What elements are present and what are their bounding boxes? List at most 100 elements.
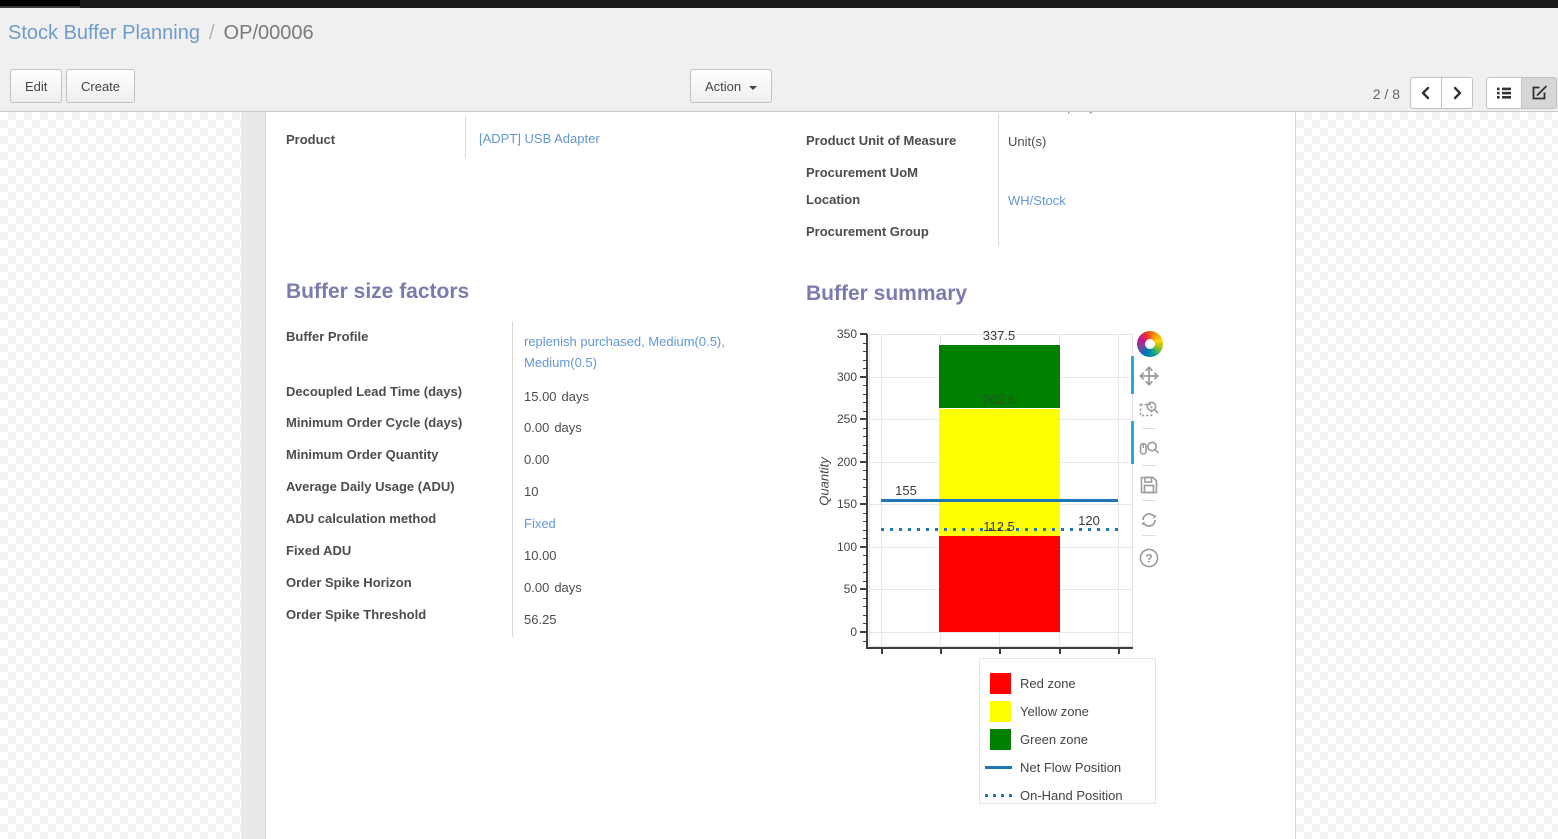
y-axis-tick-label: 100	[836, 539, 857, 554]
legend-swatch	[990, 700, 1011, 722]
y-axis-minor-tick	[863, 470, 867, 472]
field-value: 0.00	[524, 452, 550, 467]
active-tool-indicator	[1131, 421, 1134, 464]
form-view-icon	[1532, 85, 1547, 100]
field-label: ADU calculation method	[286, 511, 437, 526]
field-label: Fixed ADU	[286, 543, 352, 558]
gridline	[1118, 334, 1119, 647]
field-label: Product	[286, 132, 336, 147]
y-axis-major-tick	[860, 418, 867, 421]
y-axis-minor-tick	[863, 572, 867, 574]
reset-icon[interactable]	[1138, 509, 1160, 531]
field-label: Procurement UoM	[806, 165, 918, 180]
pager-buttons	[1410, 77, 1473, 109]
action-button[interactable]: Action	[690, 69, 773, 103]
zone-value-label: 262.5	[982, 391, 1016, 407]
y-axis-major-tick	[860, 333, 867, 335]
section-title-buffer-size-factors: Buffer size factors	[286, 280, 470, 303]
create-button[interactable]: Create	[66, 69, 136, 103]
previous-page-button[interactable]	[1410, 77, 1442, 109]
y-axis-tick-label: 250	[836, 412, 857, 427]
legend-item: On-Hand Position	[980, 781, 1155, 809]
save-icon[interactable]	[1138, 474, 1160, 496]
chevron-right-icon	[1453, 86, 1462, 100]
legend-label: Green zone	[1020, 731, 1088, 747]
divider	[512, 322, 513, 637]
breadcrumb-separator: /	[208, 22, 215, 44]
form-sheet: Product [ADPT] USB Adapter Main Company …	[265, 112, 1296, 839]
y-axis-major-tick	[860, 545, 867, 548]
y-axis-tick-label: 300	[836, 369, 857, 384]
control-panel: Stock Buffer Planning / OP/00006 Edit Crea…	[0, 8, 1558, 112]
field-value: 10.00	[524, 548, 557, 563]
field-value: 56.25	[524, 612, 557, 627]
net-flow-position-line	[881, 498, 1118, 502]
y-axis-minor-tick	[863, 495, 867, 497]
form-view-button[interactable]	[1521, 77, 1557, 109]
chevron-left-icon	[1421, 86, 1430, 100]
sheet-left-gutter	[241, 112, 265, 839]
zone-bar-yellow-zone	[939, 408, 1060, 537]
field-unit: days	[561, 389, 590, 404]
y-axis-minor-tick	[863, 427, 867, 429]
field-link[interactable]: replenish purchased, Medium(0.5), Medium…	[524, 334, 725, 370]
y-axis-minor-tick	[863, 597, 867, 599]
field-unit: days	[554, 420, 582, 435]
legend-label: Yellow zone	[1020, 703, 1089, 719]
field-value: 0.00 days	[524, 420, 582, 435]
field-link[interactable]: WH/Stock	[1008, 193, 1066, 208]
y-axis-major-tick	[860, 503, 867, 506]
breadcrumb-link[interactable]: Stock Buffer Planning	[8, 22, 200, 44]
buffer-summary-chart: Quantity 0 50 100 150 200 250 300 350 155 120 337.…	[816, 324, 1171, 829]
box-zoom-icon[interactable]	[1138, 398, 1160, 420]
breadcrumb-current: OP/00006	[223, 22, 314, 44]
legend-label: Red zone	[1020, 675, 1076, 691]
y-axis-minor-tick	[863, 478, 867, 480]
on-hand-position-line	[881, 528, 1118, 532]
legend-item: Net Flow Position	[980, 753, 1155, 781]
y-axis-minor-tick	[863, 402, 867, 404]
x-axis-tick	[940, 649, 942, 654]
legend-line-dotted	[985, 793, 1012, 797]
edit-button[interactable]: Edit	[10, 69, 63, 103]
action-button-label: Action	[705, 78, 742, 94]
toolbar-separator	[1142, 465, 1156, 466]
field-label: Minimum Order Cycle (days)	[286, 415, 463, 430]
y-axis-minor-tick	[863, 538, 867, 540]
legend-item: Yellow zone	[980, 697, 1155, 725]
y-axis-minor-tick	[863, 580, 867, 582]
x-axis-tick	[1059, 649, 1061, 654]
y-axis-minor-tick	[863, 359, 867, 361]
field-label: Product Unit of Measure	[806, 133, 957, 148]
y-axis-minor-tick	[863, 614, 867, 616]
plot-outline	[869, 334, 1133, 647]
product-link[interactable]: [ADPT] USB Adapter	[479, 131, 600, 146]
list-view-button[interactable]	[1486, 77, 1522, 109]
zone-value-label: 112.5	[983, 519, 1015, 535]
field-label: Decoupled Lead Time (days)	[286, 384, 463, 399]
field-value: 15.00 days	[524, 389, 590, 404]
caret-down-icon	[749, 85, 758, 94]
active-tool-indicator	[1131, 356, 1134, 394]
right-field-group: Main Company Product Unit of Measure Unit…	[806, 112, 1286, 262]
toolbar-separator	[1142, 535, 1156, 536]
y-axis-minor-tick	[863, 623, 867, 625]
pan-icon[interactable]	[1138, 365, 1160, 387]
y-axis-tick-label: 50	[843, 582, 857, 597]
wheel-zoom-icon[interactable]	[1138, 437, 1160, 459]
y-axis-tick-label: 0	[850, 625, 857, 639]
top-bar	[0, 0, 1558, 8]
zone-bar-red-zone	[939, 536, 1060, 632]
svg-text:?: ?	[1145, 551, 1152, 565]
buffer-size-factors-fields: Buffer Profile replenish purchased, Mediu…	[286, 317, 806, 647]
field-link[interactable]: Fixed	[524, 516, 556, 531]
field-unit: days	[554, 580, 582, 595]
bokeh-logo-icon[interactable]	[1137, 331, 1163, 357]
gridline	[869, 632, 1133, 633]
line-value-label: 120	[1078, 512, 1100, 528]
next-page-button[interactable]	[1441, 77, 1473, 109]
y-axis-major-tick	[860, 460, 867, 463]
help-icon[interactable]: ?	[1138, 547, 1160, 569]
y-axis-tick-label: 150	[836, 497, 857, 512]
x-axis-tick	[999, 649, 1001, 654]
